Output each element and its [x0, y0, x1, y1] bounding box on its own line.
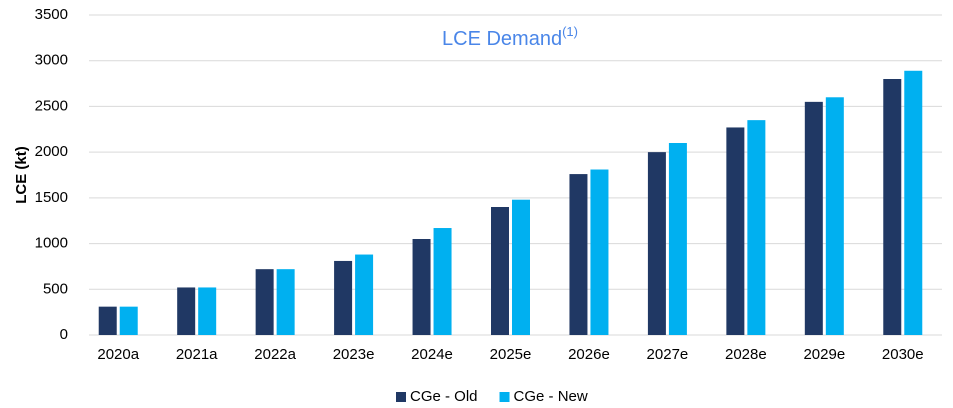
- y-tick-label: 2000: [35, 143, 68, 160]
- bar: [726, 127, 745, 335]
- bar: [334, 260, 353, 335]
- x-tick-label: 2025e: [490, 346, 532, 363]
- x-tick-label: 2021a: [176, 346, 218, 363]
- x-tick-label: 2022a: [254, 346, 296, 363]
- bar: [883, 79, 902, 335]
- y-tick-label: 500: [43, 280, 68, 297]
- legend-label: CGe - New: [514, 388, 588, 405]
- bar: [276, 269, 295, 335]
- bar: [119, 306, 138, 335]
- y-tick-label: 3000: [35, 52, 68, 69]
- bar: [590, 169, 609, 335]
- bar: [569, 174, 588, 335]
- x-tick-label: 2030e: [882, 346, 924, 363]
- x-tick-label: 2023e: [333, 346, 375, 363]
- bar: [904, 70, 923, 336]
- y-tick-label: 1500: [35, 189, 68, 206]
- y-tick-label: 3500: [35, 6, 68, 23]
- title-superscript: (1): [562, 24, 578, 39]
- legend-swatch: [396, 392, 406, 402]
- bar: [98, 306, 117, 335]
- x-tick-label: 2026e: [568, 346, 610, 363]
- bar: [747, 120, 766, 336]
- bar: [825, 97, 844, 336]
- x-tick-label: 2024e: [411, 346, 453, 363]
- bar: [412, 239, 431, 335]
- bar: [355, 254, 374, 335]
- bar: [512, 199, 530, 335]
- y-axis-label: LCE (kt): [13, 146, 30, 204]
- chart-title: LCE Demand(1): [442, 24, 578, 50]
- x-tick-label: 2027e: [647, 346, 689, 363]
- bar: [491, 207, 509, 335]
- x-tick-label: 2028e: [725, 346, 767, 363]
- y-tick-label: 1000: [35, 235, 68, 252]
- bar: [804, 101, 823, 335]
- x-tick-label: 2020a: [97, 346, 139, 363]
- x-tick-label: 2029e: [803, 346, 845, 363]
- y-tick-label: 2500: [35, 97, 68, 114]
- bar: [647, 152, 666, 335]
- bar: [198, 287, 217, 335]
- bar: [668, 143, 687, 335]
- bar: [177, 287, 196, 335]
- bar: [433, 228, 452, 335]
- legend-label: CGe - Old: [410, 388, 478, 405]
- legend-swatch: [499, 392, 510, 402]
- y-tick-label: 0: [60, 326, 68, 343]
- bar: [255, 269, 274, 335]
- title-main: LCE Demand: [442, 28, 562, 50]
